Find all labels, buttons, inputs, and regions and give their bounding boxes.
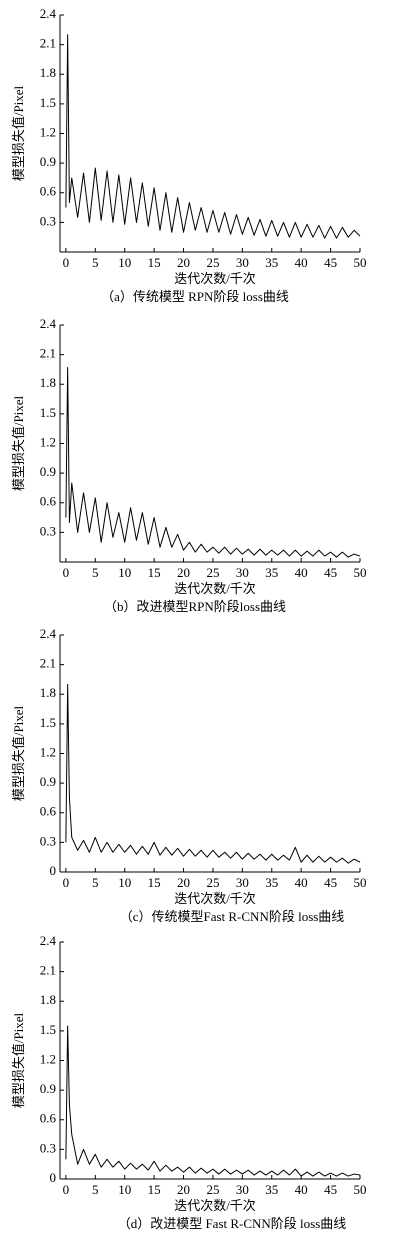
y-tick-label: 2.4 <box>40 626 57 641</box>
x-tick-label: 25 <box>206 255 219 270</box>
y-tick-label: 1.5 <box>40 1022 56 1037</box>
x-tick-label: 45 <box>324 1182 337 1197</box>
y-tick-label: 0.3 <box>40 523 56 538</box>
x-tick-label: 0 <box>63 255 70 270</box>
y-tick-label: 2.4 <box>40 316 57 331</box>
x-tick-label: 25 <box>206 1182 219 1197</box>
x-tick-label: 10 <box>118 255 131 270</box>
y-tick-label: 0.9 <box>40 154 56 169</box>
y-tick-label: 1.5 <box>40 95 56 110</box>
x-tick-label: 45 <box>324 565 337 580</box>
x-tick-label: 15 <box>148 565 161 580</box>
x-tick-label: 10 <box>118 565 131 580</box>
x-tick-label: 25 <box>206 565 219 580</box>
x-tick-label: 10 <box>118 875 131 890</box>
x-tick-label: 20 <box>177 255 190 270</box>
x-tick-label: 50 <box>354 1182 367 1197</box>
x-tick-label: 0 <box>63 565 70 580</box>
x-tick-label: 20 <box>177 1182 190 1197</box>
x-tick-label: 50 <box>354 255 367 270</box>
y-tick-label: 2.4 <box>40 6 57 21</box>
y-tick-label: 1.8 <box>40 685 56 700</box>
x-axis-label: 迭代次数/千次 <box>174 271 256 286</box>
y-tick-label: 1.5 <box>40 405 56 420</box>
x-axis-label: 迭代次数/千次 <box>174 1198 256 1213</box>
x-tick-label: 25 <box>206 875 219 890</box>
y-tick-label: 1.2 <box>40 434 56 449</box>
x-tick-label: 30 <box>236 565 249 580</box>
x-tick-label: 5 <box>92 255 99 270</box>
y-tick-label: 0.9 <box>40 774 56 789</box>
x-tick-label: 10 <box>118 1182 131 1197</box>
loss-line <box>65 683 361 864</box>
x-tick-label: 45 <box>324 875 337 890</box>
x-tick-label: 30 <box>236 1182 249 1197</box>
x-tick-label: 40 <box>295 255 308 270</box>
x-tick-label: 0 <box>63 1182 70 1197</box>
y-tick-label: 0.6 <box>40 804 57 819</box>
x-tick-label: 35 <box>265 1182 278 1197</box>
y-axis-label: 模型损失值/Pixel <box>11 1012 26 1108</box>
y-tick-label: 0 <box>50 863 57 878</box>
loss-line <box>65 366 361 558</box>
caption: （c）传统模型Fast R-CNN阶段 loss曲线 <box>120 909 345 924</box>
x-tick-label: 45 <box>324 255 337 270</box>
y-tick-label: 2.1 <box>40 656 56 671</box>
y-tick-label: 2.1 <box>40 36 56 51</box>
x-tick-label: 20 <box>177 875 190 890</box>
y-tick-label: 2.4 <box>40 933 57 948</box>
caption: （d）改进模型 Fast R-CNN阶段 loss曲线 <box>118 1216 347 1231</box>
y-tick-label: 0.9 <box>40 1081 56 1096</box>
x-tick-label: 35 <box>265 565 278 580</box>
x-tick-label: 20 <box>177 565 190 580</box>
y-axis-label: 模型损失值/Pixel <box>11 705 26 801</box>
y-tick-label: 1.2 <box>40 744 56 759</box>
y-tick-label: 0.9 <box>40 464 56 479</box>
loss-line <box>65 34 361 239</box>
y-axis-label: 模型损失值/Pixel <box>11 395 26 491</box>
x-axis-label: 迭代次数/千次 <box>174 891 256 906</box>
x-tick-label: 5 <box>92 1182 99 1197</box>
x-tick-label: 40 <box>295 1182 308 1197</box>
x-tick-label: 35 <box>265 875 278 890</box>
x-tick-label: 50 <box>354 565 367 580</box>
y-tick-label: 1.8 <box>40 375 56 390</box>
caption: （b）改进模型RPN阶段loss曲线 <box>104 599 286 614</box>
y-tick-label: 1.8 <box>40 65 56 80</box>
x-tick-label: 40 <box>295 875 308 890</box>
x-tick-label: 5 <box>92 565 99 580</box>
y-tick-label: 1.8 <box>40 992 56 1007</box>
loss-line <box>65 1025 361 1177</box>
y-tick-label: 0.6 <box>40 494 57 509</box>
caption: （a）传统模型 RPN阶段 loss曲线 <box>101 289 289 304</box>
y-tick-label: 0.3 <box>40 213 56 228</box>
y-tick-label: 0.6 <box>40 1111 57 1126</box>
x-tick-label: 15 <box>148 1182 161 1197</box>
y-tick-label: 1.5 <box>40 715 56 730</box>
x-tick-label: 15 <box>148 255 161 270</box>
y-tick-label: 0.3 <box>40 833 56 848</box>
x-tick-label: 35 <box>265 255 278 270</box>
x-tick-label: 0 <box>63 875 70 890</box>
x-tick-label: 50 <box>354 875 367 890</box>
y-axis-label: 模型损失值/Pixel <box>11 85 26 181</box>
x-tick-label: 15 <box>148 875 161 890</box>
y-tick-label: 1.2 <box>40 124 56 139</box>
x-tick-label: 5 <box>92 875 99 890</box>
y-tick-label: 0 <box>50 1170 57 1185</box>
x-axis-label: 迭代次数/千次 <box>174 581 256 596</box>
y-tick-label: 0.6 <box>40 184 57 199</box>
x-tick-label: 30 <box>236 255 249 270</box>
y-tick-label: 2.1 <box>40 346 56 361</box>
y-tick-label: 0.3 <box>40 1140 56 1155</box>
y-tick-label: 1.2 <box>40 1051 56 1066</box>
y-tick-label: 2.1 <box>40 963 56 978</box>
x-tick-label: 40 <box>295 565 308 580</box>
x-tick-label: 30 <box>236 875 249 890</box>
